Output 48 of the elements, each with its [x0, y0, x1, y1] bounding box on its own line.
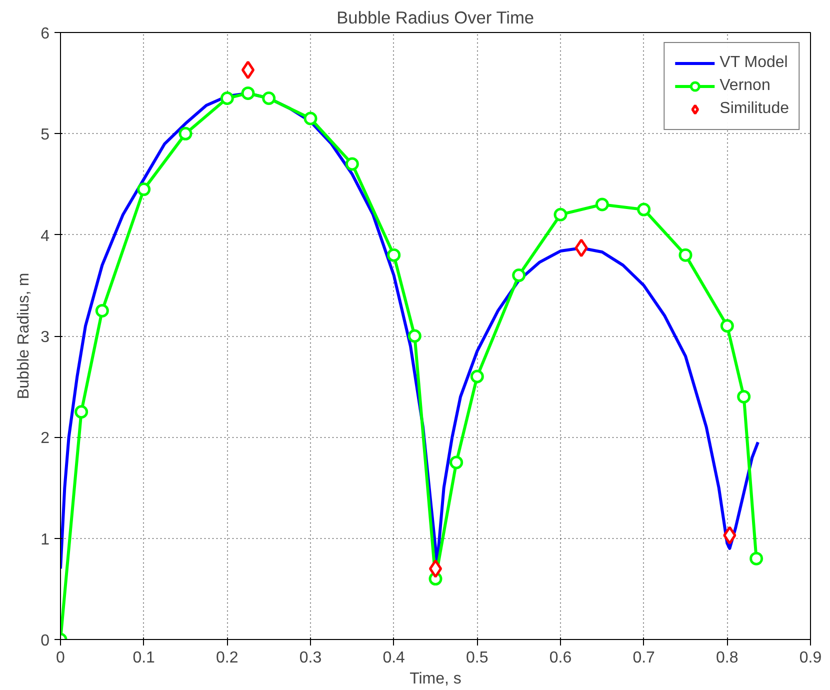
y-tick-label: 1	[40, 531, 50, 548]
point	[678, 248, 692, 262]
point	[637, 202, 651, 216]
point	[554, 208, 568, 222]
x-tick-label: 0.3	[299, 650, 322, 666]
y-tick-label: 4	[40, 228, 50, 245]
point	[345, 157, 359, 171]
point	[720, 319, 734, 333]
x-tick-label: 0.8	[716, 650, 738, 666]
point	[387, 248, 401, 262]
point	[408, 329, 422, 343]
point	[241, 86, 255, 100]
point	[512, 268, 526, 282]
point	[137, 182, 151, 196]
point	[95, 304, 109, 318]
x-tick-label: 0.5	[466, 650, 488, 666]
y-axis-title: Bubble Radius, m	[16, 272, 33, 400]
point	[304, 112, 318, 126]
point	[723, 526, 736, 545]
point	[220, 92, 234, 105]
point	[428, 559, 442, 578]
x-tick-label: 0	[56, 650, 66, 666]
y-tick-label: 5	[40, 126, 50, 144]
chart-title: Bubble Radius Over Time	[336, 8, 534, 28]
point	[262, 92, 276, 105]
x-tick-label: 0.9	[799, 650, 822, 666]
x-tick-label: 0.7	[632, 650, 656, 666]
y-tick-label: 3	[40, 329, 50, 346]
x-tick-label: 0.1	[132, 650, 156, 666]
legend-label: Similitude	[720, 100, 789, 118]
legend-label: Vernon	[720, 77, 770, 95]
x-axis-title: Time, s	[410, 670, 462, 688]
y-tick-label: 2	[40, 430, 50, 448]
y-tick-label: 6	[40, 26, 50, 42]
x-tick-label: 0.2	[216, 650, 238, 666]
point	[595, 198, 609, 212]
y-tick-label: 0	[40, 632, 50, 650]
point	[450, 456, 464, 470]
point	[178, 126, 192, 140]
point	[470, 370, 484, 384]
point	[737, 390, 751, 404]
x-tick-label: 0.4	[382, 650, 406, 666]
point	[241, 60, 255, 80]
point	[574, 238, 588, 258]
point	[74, 405, 88, 419]
x-tick-label: 0.6	[549, 650, 572, 666]
point	[750, 552, 764, 566]
legend-label: VT Model	[720, 54, 788, 72]
